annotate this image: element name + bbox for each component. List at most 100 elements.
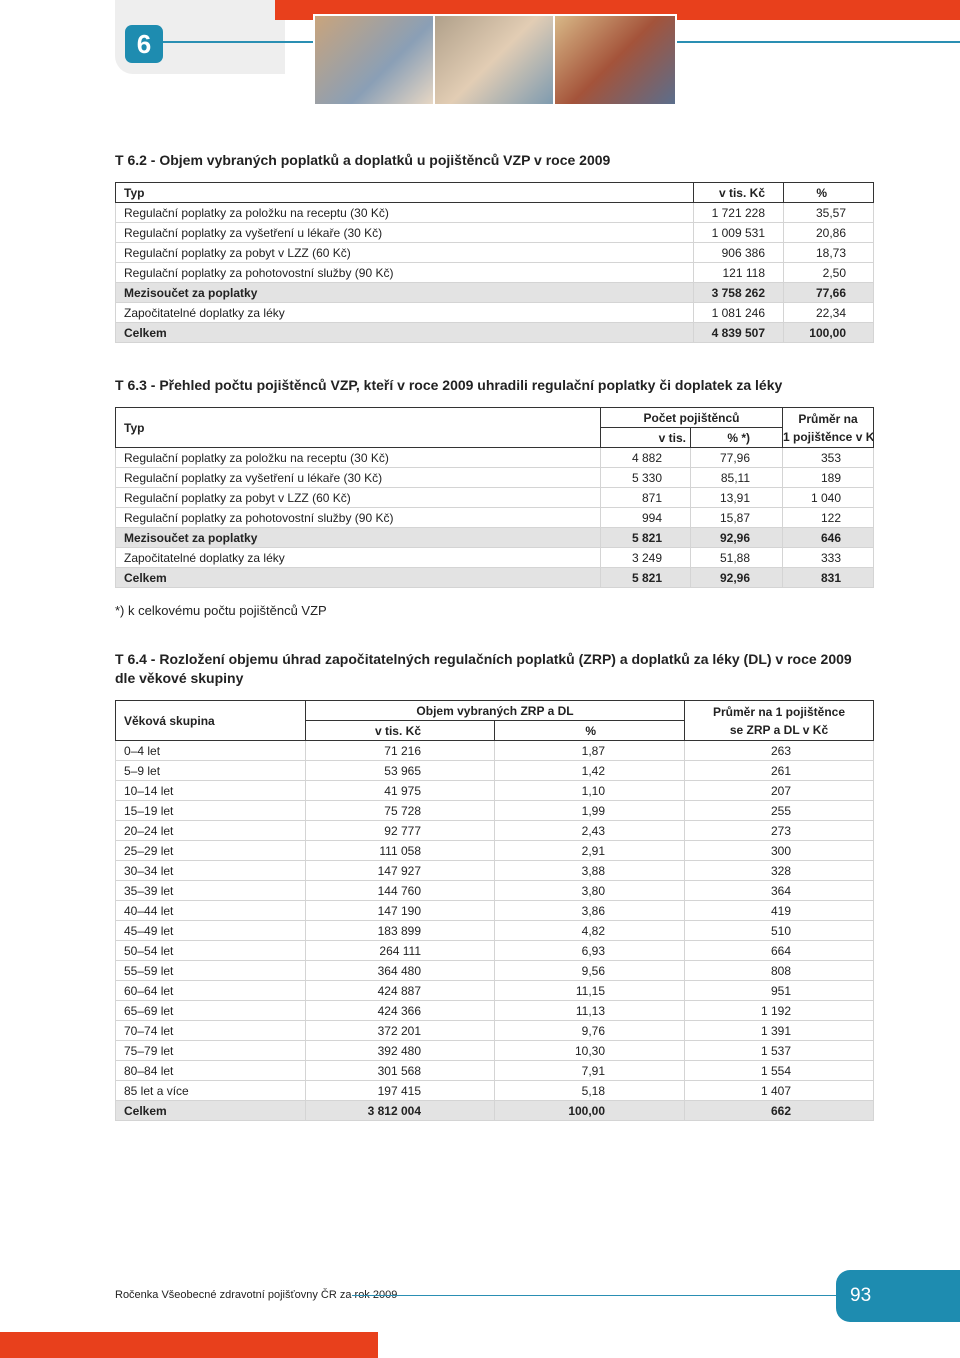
label-cell: 85 let a více <box>115 1080 306 1101</box>
number-cell: 85,11 <box>690 467 783 488</box>
table-row: Započitatelné doplatky za léky 3 249 51,88… <box>115 547 874 568</box>
number-cell: 4 882 <box>600 447 691 468</box>
number-cell: 5 330 <box>600 467 691 488</box>
number-cell: 4 839 507 <box>693 322 784 343</box>
table-row: 20–24 let 92 777 2,43 273 <box>115 820 875 841</box>
table-row: 60–64 let 424 887 11,15 951 <box>115 980 875 1001</box>
table: Typ v tis. Kč % Regulační poplatky za po… <box>115 182 874 343</box>
number-cell: 424 887 <box>305 980 495 1001</box>
table-row: Regulační poplatky za pohotovostní služb… <box>115 262 874 283</box>
table-row: 40–44 let 147 190 3,86 419 <box>115 900 875 921</box>
label-cell: Regulační poplatky za pobyt v LZZ (60 Kč… <box>115 487 601 508</box>
number-cell: 3 812 004 <box>305 1100 495 1121</box>
number-cell: 9,56 <box>493 960 686 981</box>
number-cell: 5 821 <box>600 527 691 548</box>
photo <box>313 14 435 106</box>
number-cell: 183 899 <box>305 920 495 941</box>
number-cell: 2,91 <box>493 840 686 861</box>
label-cell: 45–49 let <box>115 920 306 941</box>
label-cell: 10–14 let <box>115 780 306 801</box>
label-cell: 75–79 let <box>115 1040 306 1061</box>
number-cell: 1 009 531 <box>693 222 784 243</box>
column-header: % <box>493 720 686 741</box>
table-row: Mezisoučet za poplatky 5 821 92,96 646 <box>115 527 874 548</box>
number-cell: 2,43 <box>493 820 686 841</box>
table-row: Započitatelné doplatky za léky 1 081 246 2… <box>115 302 874 323</box>
number-cell: 419 <box>684 900 875 921</box>
table: Věková skupina Objem vybraných ZRP a DL … <box>115 700 875 1121</box>
number-cell: 147 927 <box>305 860 495 881</box>
number-cell: 51,88 <box>690 547 783 568</box>
label-cell: Regulační poplatky za pohotovostní služb… <box>115 262 694 283</box>
number-cell: 53 965 <box>305 760 495 781</box>
label-cell: 60–64 let <box>115 980 306 1001</box>
number-cell: 207 <box>684 780 875 801</box>
number-cell: 273 <box>684 820 875 841</box>
label-cell: 35–39 let <box>115 880 306 901</box>
table-row: 75–79 let 392 480 10,30 1 537 <box>115 1040 875 1061</box>
number-cell: 831 <box>782 567 874 588</box>
number-cell: 1 554 <box>684 1060 875 1081</box>
number-cell: 75 728 <box>305 800 495 821</box>
photo <box>553 14 677 106</box>
table-row: 70–74 let 372 201 9,76 1 391 <box>115 1020 875 1041</box>
column-header: % *) <box>690 427 783 448</box>
number-cell: 261 <box>684 760 875 781</box>
label-cell: 25–29 let <box>115 840 306 861</box>
label-cell: 65–69 let <box>115 1000 306 1021</box>
header-line: 1 pojištěnce v Kč <box>783 429 874 444</box>
table-row: Regulační poplatky za pobyt v LZZ (60 Kč… <box>115 487 874 508</box>
number-cell: 1 081 246 <box>693 302 784 323</box>
table-row: 80–84 let 301 568 7,91 1 554 <box>115 1060 875 1081</box>
number-cell: 1,10 <box>493 780 686 801</box>
column-header: v tis. Kč <box>693 182 784 203</box>
number-cell: 1 721 228 <box>693 202 784 223</box>
number-cell: 646 <box>782 527 874 548</box>
number-cell: 1 040 <box>782 487 874 508</box>
label-cell: 80–84 let <box>115 1060 306 1081</box>
number-cell: 92 777 <box>305 820 495 841</box>
number-cell: 1 391 <box>684 1020 875 1041</box>
table-row: Regulační poplatky za vyšetření u lékaře… <box>115 222 874 243</box>
column-header: Typ <box>115 407 601 448</box>
number-cell: 372 201 <box>305 1020 495 1041</box>
table-row: 85 let a více 197 415 5,18 1 407 <box>115 1080 875 1101</box>
table-row: Regulační poplatky za vyšetření u lékaře… <box>115 467 874 488</box>
label-cell: Započitatelné doplatky za léky <box>115 302 694 323</box>
number-cell: 100,00 <box>493 1100 686 1121</box>
number-cell: 662 <box>684 1100 875 1121</box>
table: Typ Počet pojištěnců Průměr na 1 pojištěn… <box>115 407 874 588</box>
header-line: Průměr na <box>798 411 858 426</box>
number-cell: 100,00 <box>783 322 874 343</box>
table-title: T 6.2 - Objem vybraných poplatků a dopla… <box>115 152 611 168</box>
photo <box>433 14 555 106</box>
number-cell: 1,87 <box>493 740 686 761</box>
label-cell: 0–4 let <box>115 740 306 761</box>
number-cell: 333 <box>782 547 874 568</box>
number-cell: 5 821 <box>600 567 691 588</box>
number-cell: 1 407 <box>684 1080 875 1101</box>
table-row: Mezisoučet za poplatky 3 758 262 77,66 <box>115 282 874 303</box>
number-cell: 353 <box>782 447 874 468</box>
table-row: 65–69 let 424 366 11,13 1 192 <box>115 1000 875 1021</box>
number-cell: 301 568 <box>305 1060 495 1081</box>
label-cell: 5–9 let <box>115 760 306 781</box>
table-row: 45–49 let 183 899 4,82 510 <box>115 920 875 941</box>
label-cell: Mezisoučet za poplatky <box>115 527 601 548</box>
number-cell: 5,18 <box>493 1080 686 1101</box>
page-number: 93 <box>836 1270 960 1322</box>
column-header: % <box>783 182 874 203</box>
bottom-red-bar <box>0 1332 378 1358</box>
table-row: Regulační poplatky za pohotovostní služb… <box>115 507 874 528</box>
number-cell: 3 758 262 <box>693 282 784 303</box>
number-cell: 392 480 <box>305 1040 495 1061</box>
label-cell: 70–74 let <box>115 1020 306 1041</box>
number-cell: 3 249 <box>600 547 691 568</box>
label-cell: Regulační poplatky za pohotovostní služb… <box>115 507 601 528</box>
number-cell: 11,13 <box>493 1000 686 1021</box>
number-cell: 328 <box>684 860 875 881</box>
label-cell: Celkem <box>115 1100 306 1121</box>
table-title: dle věkové skupiny <box>115 670 244 686</box>
table-row: 30–34 let 147 927 3,88 328 <box>115 860 875 881</box>
table-row: 15–19 let 75 728 1,99 255 <box>115 800 875 821</box>
